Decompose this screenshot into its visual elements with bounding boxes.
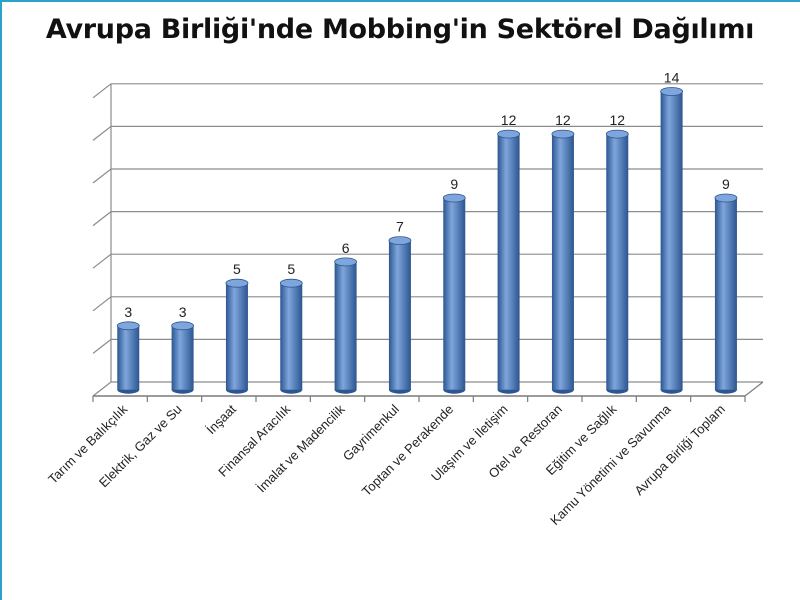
bar (442, 193, 466, 394)
frame-top-border (0, 0, 800, 2)
bar (171, 321, 195, 394)
axes (92, 83, 764, 402)
data-label: 9 (722, 176, 730, 192)
data-label: 14 (664, 70, 680, 86)
gridlines (92, 83, 763, 397)
data-label: 12 (609, 112, 625, 128)
bar (714, 193, 738, 394)
data-label: 12 (555, 112, 571, 128)
gridline-depth-stub (92, 83, 112, 99)
data-label: 6 (342, 240, 350, 256)
chart-title: Avrupa Birliği'nde Mobbing'in Sektörel D… (45, 14, 755, 45)
data-label: 12 (501, 112, 517, 128)
bar (497, 129, 521, 394)
data-label: 3 (179, 304, 187, 320)
bar (388, 236, 412, 394)
gridline-depth-stub (92, 338, 112, 354)
data-label: 7 (396, 219, 404, 235)
bar (279, 278, 303, 394)
bar (605, 129, 629, 394)
bar (225, 278, 249, 394)
gridline-depth-stub (92, 253, 112, 269)
data-label: 5 (233, 261, 241, 277)
bar (334, 257, 358, 394)
gridline-depth-stub (92, 168, 112, 184)
data-labels: 3 3 5 5 6 7 9 12 12 12 14 9 (124, 70, 730, 320)
bar (660, 87, 683, 394)
category-label: Toptan ve Perakende (359, 402, 456, 499)
gridline-depth-stub (92, 296, 112, 312)
data-label: 9 (450, 176, 458, 192)
bar (116, 321, 140, 394)
data-label: 3 (124, 304, 132, 320)
gridline-depth-stub (92, 381, 112, 397)
gridline-depth-stub (92, 211, 112, 227)
category-label: Avrupa Birliği Toplam (631, 402, 728, 499)
frame-left-border (0, 0, 2, 600)
gridline-depth-stub (92, 125, 112, 141)
floor-right-edge (744, 381, 764, 397)
category-label: İnşaat (203, 401, 239, 437)
bars (116, 87, 738, 394)
bar (551, 129, 575, 394)
data-label: 5 (287, 261, 295, 277)
